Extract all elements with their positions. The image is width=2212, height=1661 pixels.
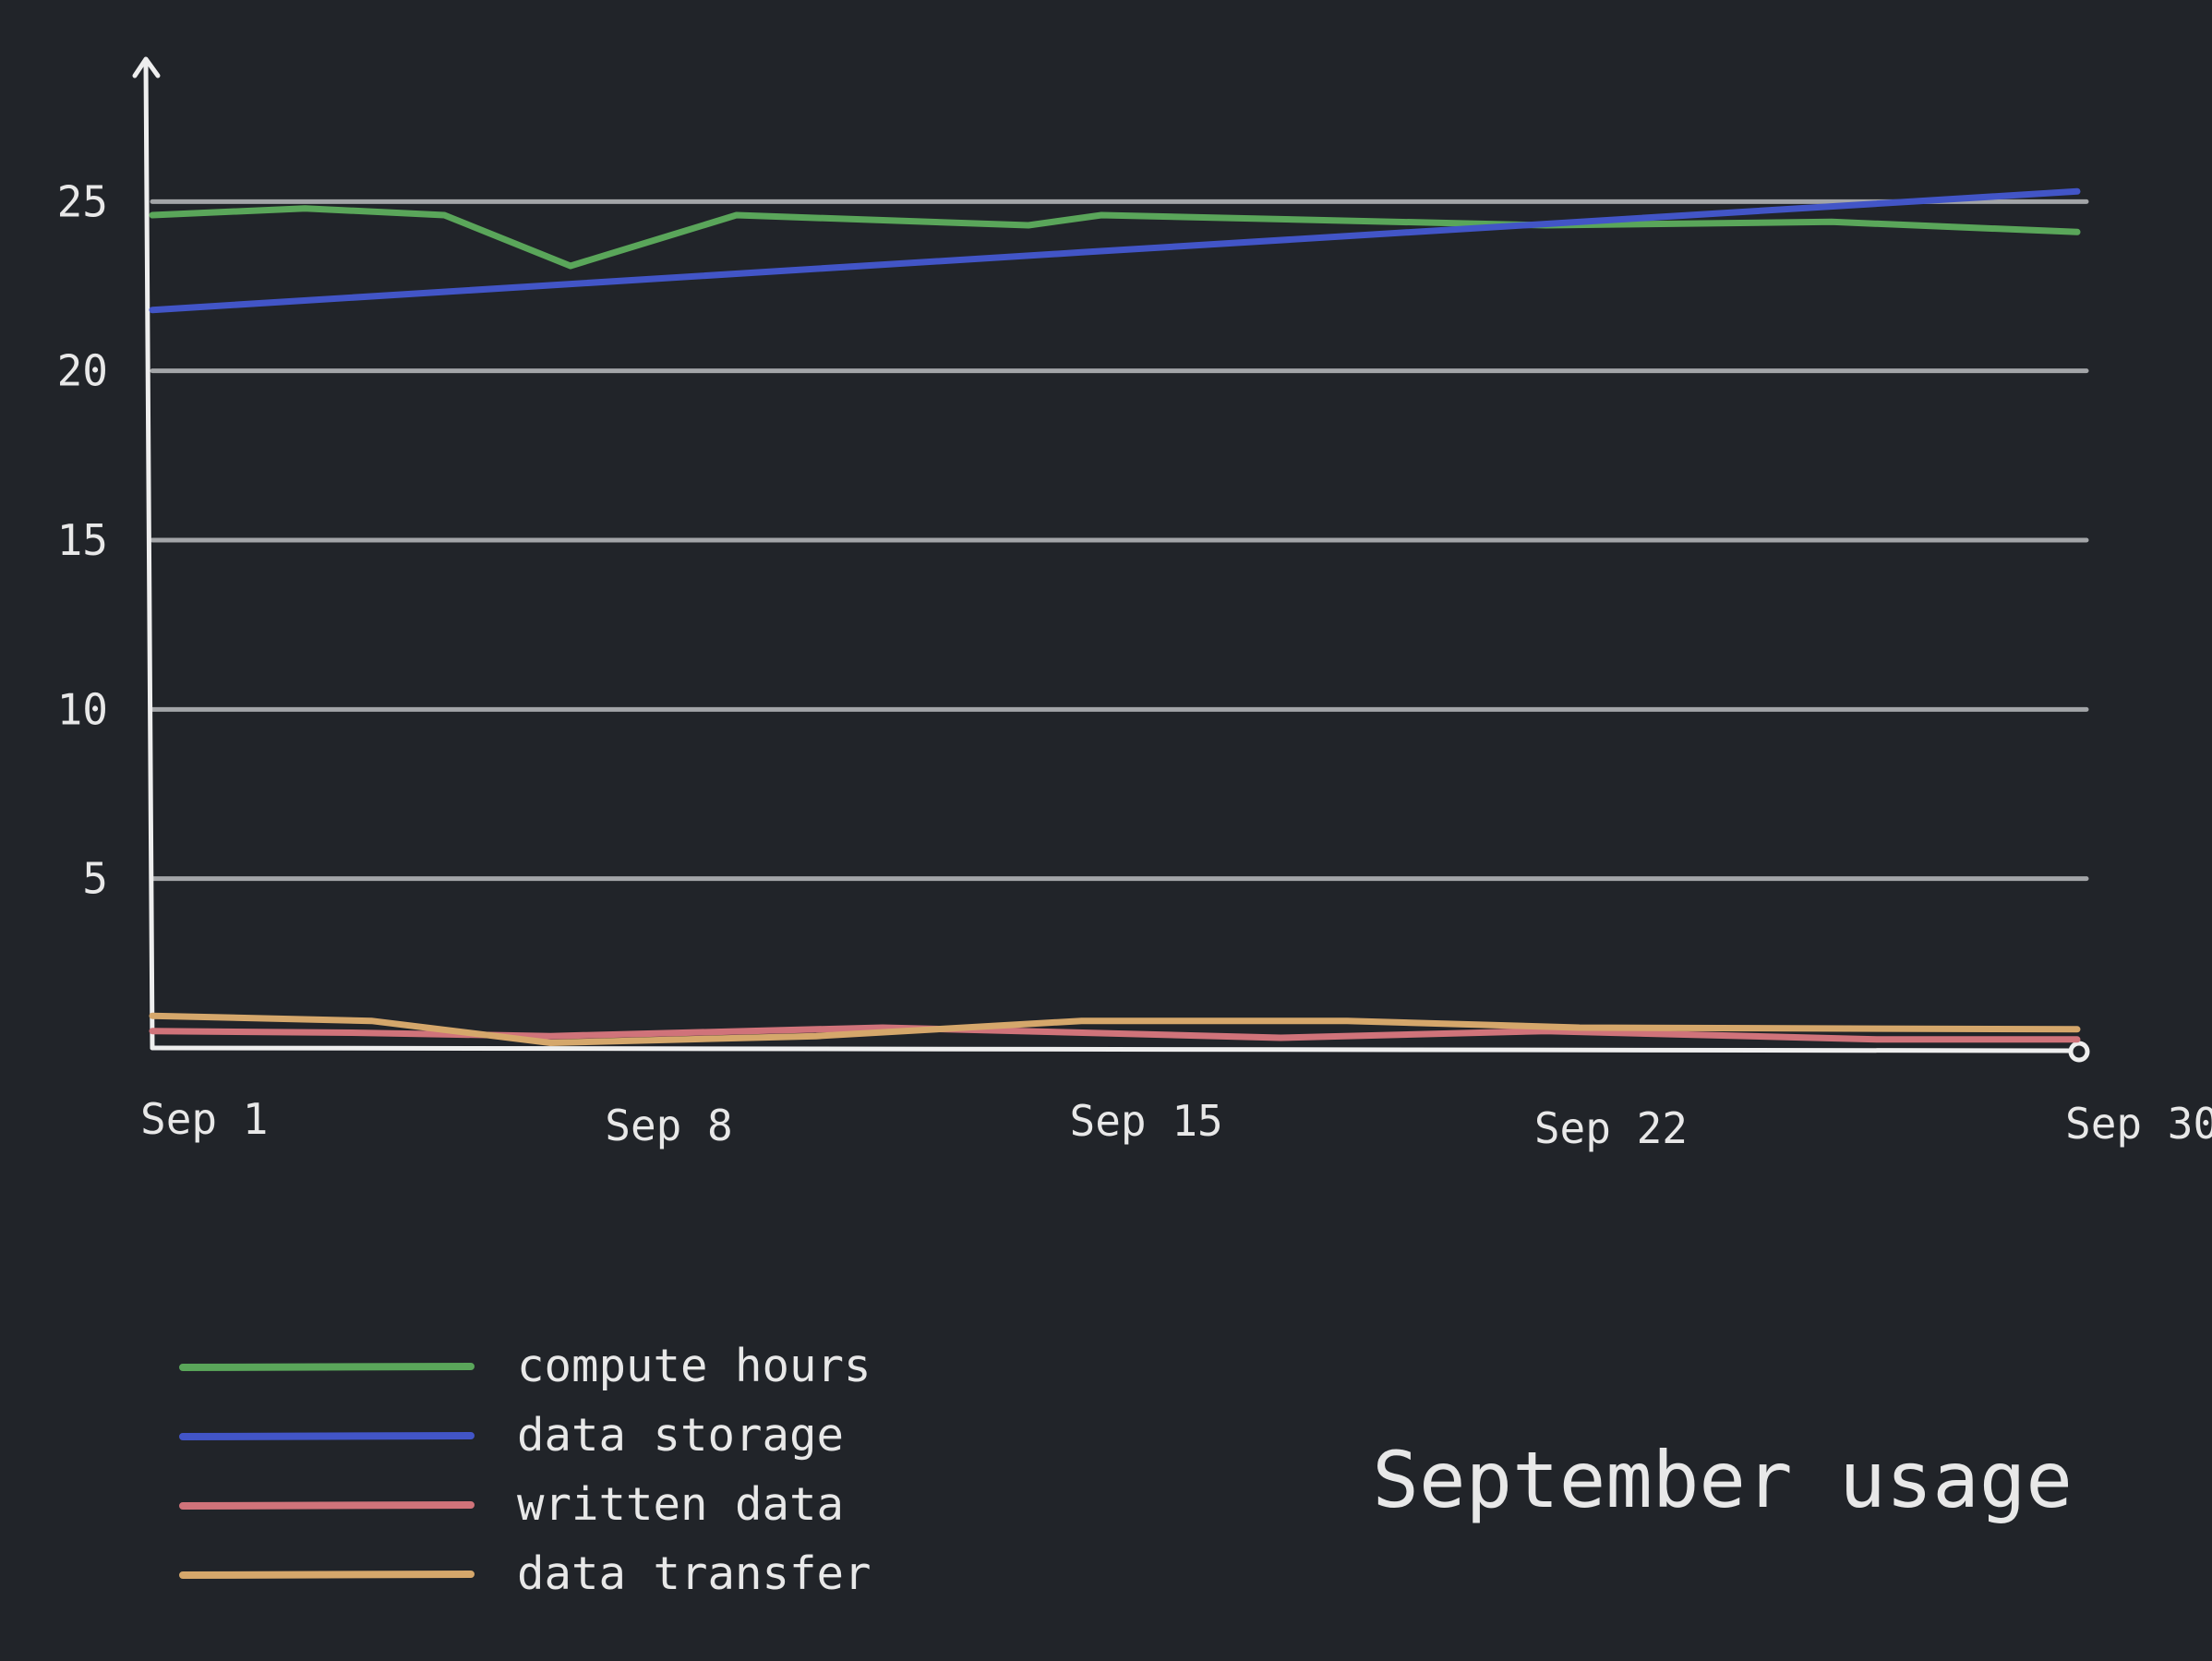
y-tick-label-25: 25 bbox=[57, 176, 108, 226]
y-tick-label-5: 5 bbox=[82, 854, 108, 904]
legend-label-data-storage: data storage bbox=[517, 1409, 844, 1462]
chart-title: September usage bbox=[1372, 1435, 2073, 1525]
x-axis-tick-labels: Sep 1 Sep 8 Sep 15 Sep 22 Sep 30 bbox=[140, 1094, 2212, 1153]
legend-swatch-compute-hours bbox=[183, 1366, 471, 1367]
y-tick-label-10: 10 bbox=[57, 684, 108, 734]
y-tick-label-15: 15 bbox=[57, 515, 108, 565]
x-tick-label-sep-30: Sep 30 bbox=[2065, 1099, 2212, 1149]
y-tick-label-20: 20 bbox=[57, 346, 108, 396]
x-axis-line bbox=[152, 1048, 2077, 1051]
legend-swatch-data-transfer bbox=[183, 1574, 471, 1575]
y-axis-tick-labels: 5 10 15 20 25 bbox=[57, 176, 108, 903]
x-axis-end-marker bbox=[2071, 1043, 2087, 1060]
series-line-data-storage bbox=[152, 191, 2077, 309]
x-tick-label-sep-1: Sep 1 bbox=[140, 1094, 268, 1144]
legend-label-written-data: written data bbox=[517, 1478, 844, 1531]
x-tick-label-sep-8: Sep 8 bbox=[605, 1101, 732, 1150]
series-lines bbox=[152, 191, 2077, 1042]
legend: compute hours data storage written data dat… bbox=[183, 1340, 872, 1600]
legend-swatch-data-storage bbox=[183, 1436, 471, 1437]
legend-label-data-transfer: data transfer bbox=[517, 1547, 872, 1600]
x-tick-label-sep-22: Sep 22 bbox=[1534, 1103, 1688, 1153]
grid-lines bbox=[152, 201, 2086, 878]
y-axis-line bbox=[146, 63, 152, 1048]
legend-label-compute-hours: compute hours bbox=[517, 1340, 872, 1392]
series-line-compute-hours bbox=[152, 209, 2077, 266]
x-tick-label-sep-15: Sep 15 bbox=[1070, 1096, 1223, 1146]
legend-swatch-written-data bbox=[183, 1505, 471, 1506]
